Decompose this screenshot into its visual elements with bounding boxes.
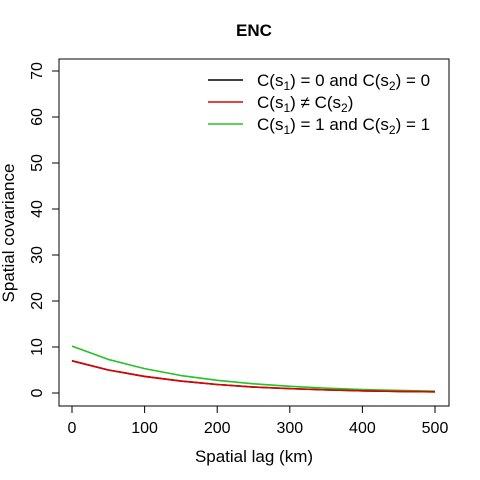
y-axis: 0 10 20 30 40 50 60 70	[29, 62, 60, 397]
y-tick-label: 60	[29, 108, 46, 126]
y-tick-label: 10	[29, 338, 46, 356]
legend-item: C(s1) ≠ C(s2)	[208, 93, 353, 115]
x-tick-label: 400	[349, 420, 376, 437]
y-tick-label: 70	[29, 62, 46, 80]
legend-label: C(s1) = 1 and C(s2) = 1	[257, 115, 430, 137]
legend-item: C(s1) = 1 and C(s2) = 1	[208, 115, 430, 137]
x-tick-label: 300	[276, 420, 303, 437]
x-tick-label: 100	[131, 420, 158, 437]
legend-label: C(s1) = 0 and C(s2) = 0	[257, 71, 430, 93]
series-line-2	[71, 360, 436, 393]
x-axis-label: Spatial lag (km)	[195, 447, 313, 466]
chart-title: ENC	[236, 21, 272, 40]
y-tick-label: 20	[29, 292, 46, 310]
legend-item: C(s1) = 0 and C(s2) = 0	[208, 71, 430, 93]
x-tick-label: 0	[68, 420, 77, 437]
y-tick-label: 50	[29, 154, 46, 172]
series-lines	[71, 345, 436, 393]
y-tick-label: 0	[29, 388, 46, 397]
series-line-3	[71, 345, 436, 392]
y-tick-label: 40	[29, 200, 46, 218]
y-tick-label: 30	[29, 246, 46, 264]
legend-label: C(s1) ≠ C(s2)	[257, 93, 353, 115]
legend: C(s1) = 0 and C(s2) = 0C(s1) ≠ C(s2)C(s1…	[208, 71, 430, 137]
x-tick-label: 200	[204, 420, 231, 437]
x-axis: 0 100 200 300 400 500	[68, 405, 449, 437]
x-tick-label: 500	[422, 420, 449, 437]
y-axis-label: Spatial covariance	[0, 164, 18, 303]
